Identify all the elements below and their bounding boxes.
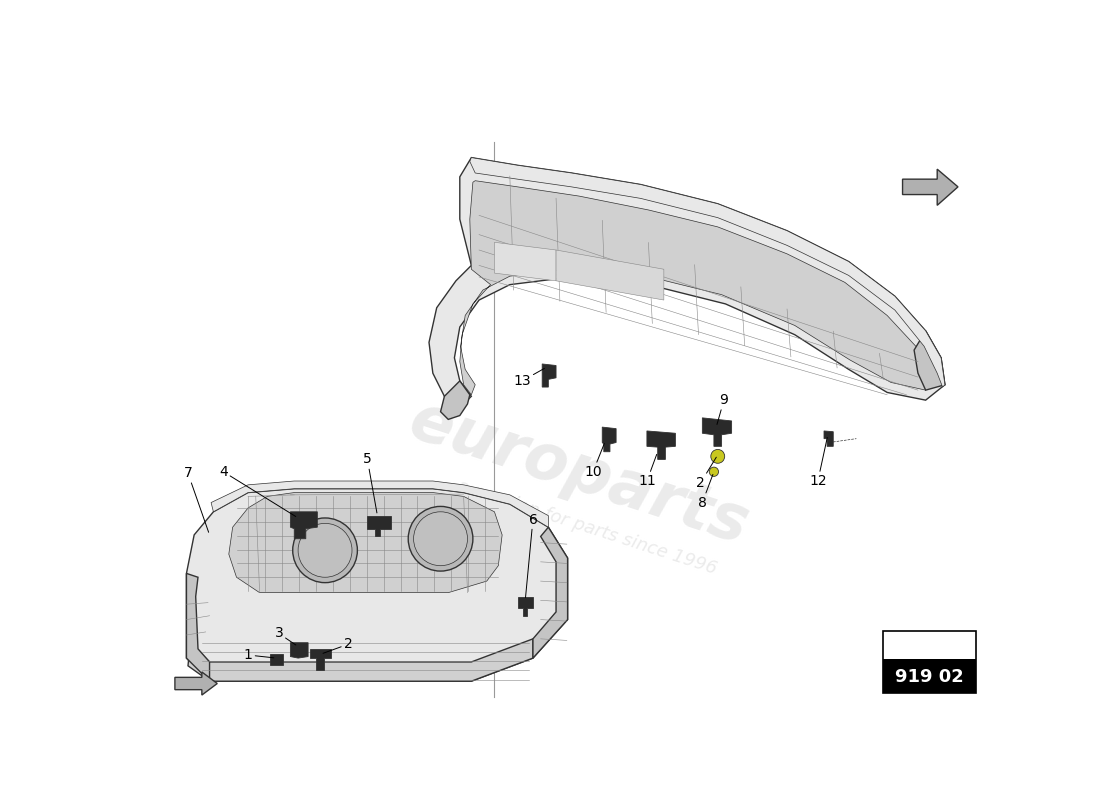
Polygon shape <box>647 431 675 459</box>
Text: 1: 1 <box>243 648 274 662</box>
Circle shape <box>414 512 468 566</box>
Polygon shape <box>186 489 568 682</box>
Polygon shape <box>517 597 534 616</box>
Text: 8: 8 <box>697 474 713 510</box>
Polygon shape <box>367 516 390 537</box>
Bar <box>883 631 976 693</box>
Polygon shape <box>188 639 534 682</box>
Polygon shape <box>211 481 548 527</box>
Text: 5: 5 <box>363 453 377 513</box>
Bar <box>883 659 976 693</box>
Polygon shape <box>542 364 556 387</box>
Text: 9: 9 <box>717 393 728 425</box>
Polygon shape <box>186 574 209 682</box>
Polygon shape <box>440 381 470 419</box>
Polygon shape <box>460 181 930 394</box>
Text: a passion for parts since 1996: a passion for parts since 1996 <box>454 477 719 578</box>
Polygon shape <box>703 418 732 446</box>
Polygon shape <box>495 242 556 281</box>
Text: 6: 6 <box>526 513 538 598</box>
Polygon shape <box>429 158 945 404</box>
Text: 4: 4 <box>219 465 296 517</box>
Text: 2: 2 <box>696 457 716 490</box>
Text: 7: 7 <box>184 466 209 532</box>
Circle shape <box>711 450 725 463</box>
Polygon shape <box>310 649 331 670</box>
Text: 11: 11 <box>638 454 657 488</box>
Polygon shape <box>290 642 308 658</box>
Text: 2: 2 <box>323 638 352 654</box>
Polygon shape <box>603 427 616 452</box>
Polygon shape <box>175 672 218 695</box>
Circle shape <box>293 518 358 582</box>
Text: 13: 13 <box>514 369 544 388</box>
Text: 3: 3 <box>275 626 296 645</box>
Bar <box>270 654 284 665</box>
Polygon shape <box>914 331 945 390</box>
Text: europarts: europarts <box>402 390 757 558</box>
Text: 12: 12 <box>808 438 827 488</box>
Polygon shape <box>902 169 958 206</box>
Circle shape <box>298 523 352 578</box>
Text: 919 02: 919 02 <box>895 668 964 686</box>
Polygon shape <box>556 250 664 300</box>
Polygon shape <box>290 512 318 538</box>
Polygon shape <box>534 527 568 658</box>
Circle shape <box>408 506 473 571</box>
Text: 10: 10 <box>584 443 604 478</box>
Polygon shape <box>824 431 834 446</box>
Polygon shape <box>229 493 502 593</box>
Circle shape <box>710 467 718 476</box>
Polygon shape <box>470 158 945 387</box>
